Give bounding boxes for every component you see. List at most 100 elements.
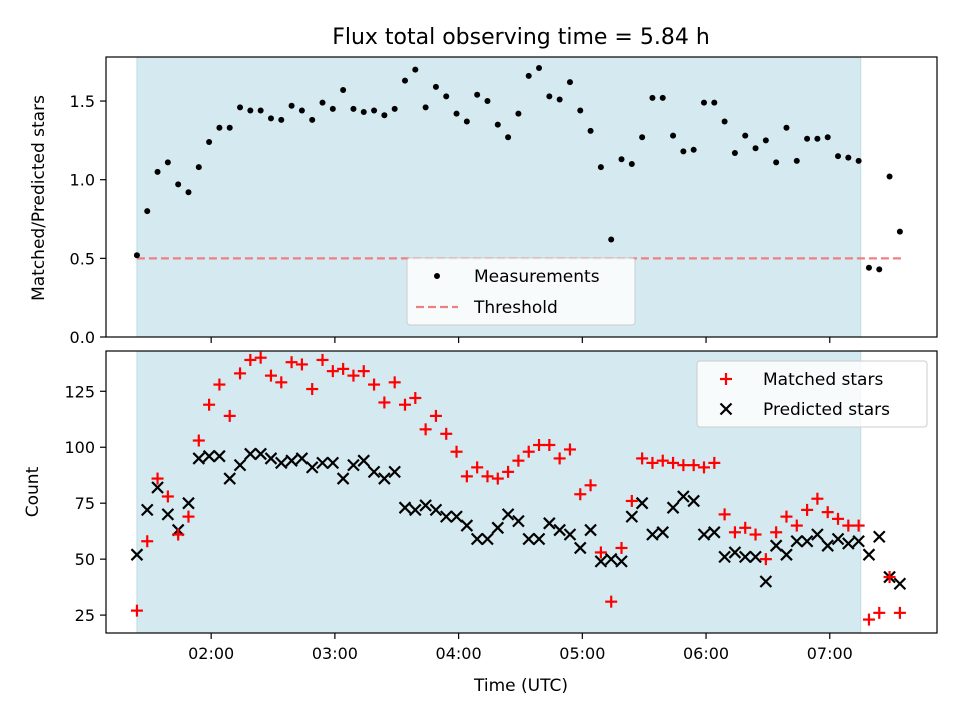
measurement-point-27 <box>412 66 419 73</box>
matched-star-point-23 <box>368 378 381 391</box>
predicted-star-point-44-b <box>584 523 597 537</box>
measurement-point-68 <box>835 153 842 160</box>
predicted-star-point-24-b <box>378 472 391 485</box>
measurement-point-65 <box>804 135 811 142</box>
count-x-tick-label-5: 07:00 <box>807 644 853 663</box>
ratio-x-ticks <box>210 337 831 343</box>
measurement-point-23 <box>371 107 378 114</box>
predicted-star-point-56-b <box>708 526 721 539</box>
predicted-star-point-71-b <box>862 548 876 561</box>
predicted-star-point-30 <box>439 510 453 523</box>
count-panel: 02:00 03:00 04:00 05:00 06:00 07:00 25 50 75 100… <box>23 350 938 696</box>
predicted-star-point-10 <box>233 458 247 472</box>
predicted-star-point-6 <box>192 452 206 465</box>
predicted-star-point-54-b <box>687 494 700 508</box>
predicted-star-point-74 <box>893 577 907 591</box>
matched-star-point-17 <box>306 383 319 396</box>
predicted-star-point-3 <box>161 508 175 521</box>
measurement-point-18 <box>319 99 326 106</box>
predicted-star-point-10-b <box>233 458 247 472</box>
measurement-point-34 <box>484 98 491 105</box>
predicted-star-point-74-b <box>893 577 907 591</box>
predicted-star-point-63-b <box>780 548 793 561</box>
matched-star-point-2 <box>151 472 164 485</box>
measurement-point-6 <box>195 164 202 171</box>
predicted-star-point-62-b <box>769 539 783 552</box>
matched-star-point-1 <box>141 535 154 548</box>
measurement-point-24 <box>381 112 388 119</box>
matched-star-point-26 <box>398 398 411 411</box>
count-y-tick-label-3: 100 <box>64 438 95 457</box>
predicted-star-point-59 <box>738 550 752 564</box>
matched-star-point-39 <box>533 439 546 451</box>
count-plot-frame <box>105 350 938 634</box>
matched-star-point-45 <box>594 546 607 559</box>
measurement-point-72 <box>876 266 883 273</box>
matched-star-point-62 <box>770 526 783 539</box>
measurement-point-19 <box>329 105 336 112</box>
predicted-star-point-69 <box>842 537 855 550</box>
predicted-star-point-39 <box>532 532 546 546</box>
predicted-star-point-14-b <box>274 456 288 470</box>
measurement-point-62 <box>773 159 780 166</box>
measurement-point-70 <box>855 157 862 164</box>
matched-star-point-57 <box>718 508 731 521</box>
count-legend-box <box>696 360 928 428</box>
predicted-star-point-15 <box>285 454 298 467</box>
matched-star-point-34 <box>481 470 494 483</box>
matched-star-point-49 <box>636 452 649 465</box>
measurement-point-64 <box>793 157 800 164</box>
ratio-plot-frame <box>105 56 938 338</box>
predicted-star-point-36-b <box>501 508 515 521</box>
predicted-star-point-47-b <box>615 555 628 568</box>
matched-star-point-42 <box>563 443 576 456</box>
measurement-point-55 <box>700 99 707 106</box>
legend-measurements-label: Measurements <box>474 267 600 287</box>
predicted-star-point-38 <box>522 532 535 546</box>
predicted-star-point-50-b <box>646 528 659 541</box>
count-x-ticks: 02:00 03:00 04:00 05:00 06:00 07:00 <box>188 633 853 663</box>
measurement-point-32 <box>463 118 470 125</box>
matched-star-point-61 <box>759 553 772 566</box>
predicted-star-point-63 <box>780 548 793 561</box>
predicted-star-point-70 <box>852 534 865 548</box>
predicted-star-point-9 <box>223 472 236 485</box>
measurement-point-12 <box>257 107 264 114</box>
predicted-star-point-29 <box>429 503 443 517</box>
matched-star-point-36 <box>502 465 515 478</box>
predicted-star-point-55 <box>697 528 711 541</box>
predicted-star-point-18 <box>316 456 329 470</box>
measurement-point-11 <box>247 107 254 114</box>
matched-star-point-72 <box>873 606 886 619</box>
matched-star-point-65 <box>801 503 814 516</box>
measurement-points <box>133 65 903 273</box>
measurement-point-69 <box>845 154 852 161</box>
matched-star-point-44 <box>584 479 597 492</box>
predicted-star-point-37 <box>512 514 525 528</box>
measurement-point-58 <box>731 149 738 156</box>
measurement-point-42 <box>566 79 573 86</box>
predicted-star-point-34 <box>481 532 494 546</box>
measurement-point-29 <box>432 83 439 90</box>
measurement-point-1 <box>144 208 151 215</box>
matched-stars-points <box>130 351 906 626</box>
matched-star-point-35 <box>491 472 504 485</box>
predicted-star-point-21-b <box>347 458 360 472</box>
predicted-star-point-53-b <box>677 490 690 503</box>
predicted-star-point-25 <box>388 465 401 479</box>
measurement-point-41 <box>556 96 563 103</box>
matched-star-point-54 <box>687 459 700 472</box>
measurement-point-46 <box>608 236 615 243</box>
matched-star-point-40 <box>543 439 556 451</box>
measurement-point-2 <box>154 168 161 175</box>
predicted-star-point-41-b <box>553 523 566 537</box>
matched-star-point-55 <box>697 461 710 474</box>
matched-star-point-46 <box>605 595 618 608</box>
ratio-y-tick-label-3: 1.5 <box>70 92 95 111</box>
ratio-y-tick-label-0: 0.0 <box>70 328 95 347</box>
measurement-point-47 <box>618 156 625 163</box>
predicted-star-point-42-b <box>563 528 577 541</box>
predicted-star-point-16 <box>295 452 309 465</box>
matched-star-point-50 <box>646 456 659 469</box>
